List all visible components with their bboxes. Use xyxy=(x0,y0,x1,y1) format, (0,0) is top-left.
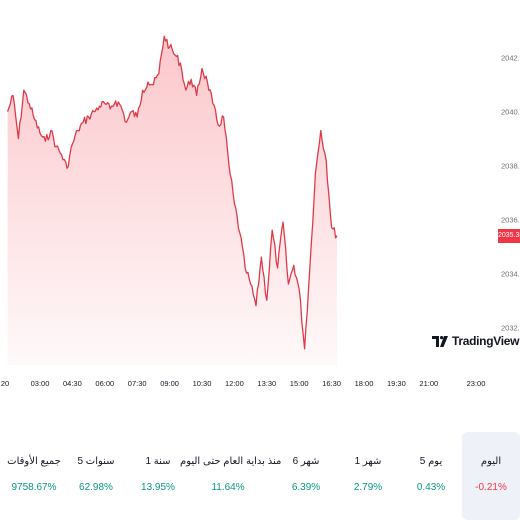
x-tick-label: 07:30 xyxy=(128,379,147,388)
y-tick-label: 2042.00 xyxy=(501,54,520,63)
period-change: 0.43% xyxy=(416,482,446,493)
tradingview-logo-icon xyxy=(432,335,448,347)
x-tick-label: 15:00 xyxy=(290,379,309,388)
period-label: اليوم xyxy=(480,456,502,467)
period-change: 13.95% xyxy=(141,482,175,493)
period-change: 6.39% xyxy=(291,482,321,493)
performance-periods: اليوم -0.21% 5 يوم 0.43% 1 شهر 2.79% 6 ش… xyxy=(0,432,520,520)
period-today-button[interactable]: اليوم -0.21% xyxy=(462,432,520,520)
period-label: 5 سنوات xyxy=(77,456,115,467)
period-label: جميع الأوقات xyxy=(7,456,61,467)
period-5-days-button[interactable]: 5 يوم 0.43% xyxy=(402,432,460,520)
period-change: 11.64% xyxy=(211,482,245,493)
x-tick-label: 10:30 xyxy=(193,379,212,388)
y-tick-label: 2032.00 xyxy=(501,323,520,332)
x-tick-label: 21:00 xyxy=(419,379,438,388)
tradingview-logo-text: TradingView xyxy=(452,334,520,348)
price-area-fill xyxy=(7,36,337,365)
period-label: 6 شهر xyxy=(292,456,320,467)
x-tick-label: 18:00 xyxy=(355,379,374,388)
price-series-line xyxy=(6,35,338,350)
x-tick-label: 04:30 xyxy=(63,379,82,388)
x-tick-label: 09:00 xyxy=(160,379,179,388)
x-tick-label: 03:00 xyxy=(31,379,50,388)
period-6-months-button[interactable]: 6 شهر 6.39% xyxy=(276,432,336,520)
y-tick-label: 2036.00 xyxy=(501,216,520,225)
period-1-month-button[interactable]: 1 شهر 2.79% xyxy=(338,432,398,520)
x-tick-label: 19:30 xyxy=(387,379,406,388)
period-ytd-button[interactable]: منذ بداية العام حتى اليوم 11.64% xyxy=(180,432,282,520)
x-tick-label: 13:30 xyxy=(257,379,276,388)
chart-canvas[interactable]: 2042.00 2040.00 2038.00 2036.00 2034.00 2032.… xyxy=(0,0,520,400)
period-label: 5 يوم xyxy=(419,456,443,467)
period-change: -0.21% xyxy=(475,482,507,493)
period-label: 1 شهر xyxy=(354,456,382,467)
last-price-badge: 2035.38 xyxy=(498,229,520,243)
x-tick-label: 20 xyxy=(1,379,9,388)
period-all-time-button[interactable]: جميع الأوقات 9758.67% xyxy=(2,432,66,520)
x-tick-label: 12:00 xyxy=(225,379,244,388)
period-change: 9758.67% xyxy=(11,482,57,493)
period-5-years-button[interactable]: 5 سنوات 62.98% xyxy=(66,432,126,520)
period-change: 2.79% xyxy=(353,482,383,493)
tradingview-logo[interactable]: TradingView xyxy=(432,334,519,348)
period-label: 1 سنة xyxy=(145,456,171,467)
y-tick-label: 2034.00 xyxy=(501,269,520,278)
y-tick-label: 2040.00 xyxy=(501,108,520,117)
period-change: 62.98% xyxy=(79,482,113,493)
x-tick-label: 16:30 xyxy=(322,379,341,388)
price-chart[interactable]: 2042.00 2040.00 2038.00 2036.00 2034.00 2032.… xyxy=(0,0,520,400)
x-tick-label: 06:00 xyxy=(95,379,114,388)
period-1-year-button[interactable]: 1 سنة 13.95% xyxy=(128,432,188,520)
period-label: منذ بداية العام حتى اليوم xyxy=(180,456,282,467)
x-tick-label: 23:00 xyxy=(467,379,486,388)
y-tick-label: 2038.00 xyxy=(501,162,520,171)
